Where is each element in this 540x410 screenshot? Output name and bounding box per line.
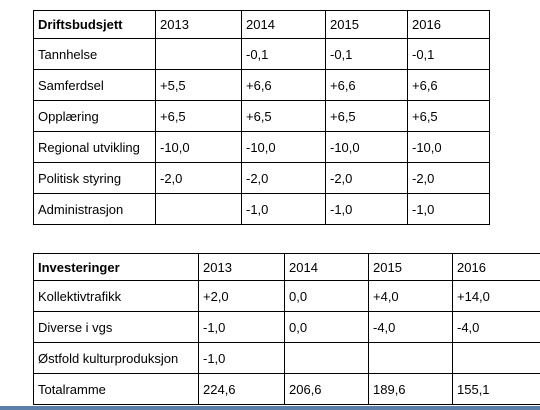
table-header-row: Driftsbudsjett 2013 2014 2015 2016: [33, 10, 490, 39]
table-row: Østfold kulturproduksjon -1,0: [33, 342, 540, 374]
header-cell-year: 2014: [284, 253, 369, 281]
row-label: Kollektivtrafikk: [33, 280, 199, 312]
header-cell-year: 2016: [407, 10, 490, 39]
table-cell: 155,1: [452, 373, 540, 405]
table-cell: -1,0: [198, 311, 285, 343]
table-row: Tannhelse -0,1 -0,1 -0,1: [33, 38, 490, 70]
table-cell: -1,0: [241, 193, 326, 225]
investeringer-table: Investeringer 2013 2014 2015 2016 Kollek…: [33, 253, 540, 405]
table-cell: +6,5: [407, 100, 490, 132]
header-cell-year: 2013: [155, 10, 242, 39]
table-cell: 0,0: [284, 280, 369, 312]
table-cell: -10,0: [241, 131, 326, 163]
table-cell: [155, 38, 242, 70]
row-label: Regional utvikling: [33, 131, 156, 163]
table-cell: [284, 342, 369, 374]
investeringer-body: Investeringer 2013 2014 2015 2016 Kollek…: [33, 253, 540, 405]
table-cell: +6,6: [325, 69, 408, 101]
table-cell: +2,0: [198, 280, 285, 312]
table-cell: -2,0: [407, 162, 490, 194]
table-row: Totalramme 224,6 206,6 189,6 155,1: [33, 373, 540, 405]
table-cell: -0,1: [407, 38, 490, 70]
table-row: Administrasjon -1,0 -1,0 -1,0: [33, 193, 490, 225]
row-label: Totalramme: [33, 373, 199, 405]
table-cell: -10,0: [325, 131, 408, 163]
row-label: Politisk styring: [33, 162, 156, 194]
table-cell: +4,0: [368, 280, 453, 312]
driftsbudsjett-body: Driftsbudsjett 2013 2014 2015 2016 Tannh…: [33, 10, 490, 225]
table-cell: +5,5: [155, 69, 242, 101]
header-cell-title: Investeringer: [33, 253, 199, 281]
table-cell: -0,1: [241, 38, 326, 70]
table-cell: 0,0: [284, 311, 369, 343]
table-cell: -2,0: [325, 162, 408, 194]
header-cell-title: Driftsbudsjett: [33, 10, 156, 39]
header-cell-year: 2015: [325, 10, 408, 39]
header-cell-year: 2016: [452, 253, 540, 281]
table-cell: +14,0: [452, 280, 540, 312]
table-cell: +6,5: [241, 100, 326, 132]
table-cell: [368, 342, 453, 374]
table-row: Opplæring +6,5 +6,5 +6,5 +6,5: [33, 100, 490, 132]
row-label: Administrasjon: [33, 193, 156, 225]
table-cell: -1,0: [198, 342, 285, 374]
table-row: Politisk styring -2,0 -2,0 -2,0 -2,0: [33, 162, 490, 194]
driftsbudsjett-table: Driftsbudsjett 2013 2014 2015 2016 Tannh…: [33, 10, 490, 225]
table-cell: -2,0: [241, 162, 326, 194]
row-label: Opplæring: [33, 100, 156, 132]
table-cell: [155, 193, 242, 225]
table-cell: 189,6: [368, 373, 453, 405]
table-cell: -10,0: [155, 131, 242, 163]
table-cell: +6,5: [325, 100, 408, 132]
table-cell: +6,5: [155, 100, 242, 132]
table-row: Kollektivtrafikk +2,0 0,0 +4,0 +14,0: [33, 280, 540, 312]
row-label: Østfold kulturproduksjon: [33, 342, 199, 374]
table-cell: -10,0: [407, 131, 490, 163]
table-cell: 206,6: [284, 373, 369, 405]
table-cell: -0,1: [325, 38, 408, 70]
header-cell-year: 2015: [368, 253, 453, 281]
table-cell: [452, 342, 540, 374]
table-cell: -4,0: [452, 311, 540, 343]
table-cell: -1,0: [325, 193, 408, 225]
table-cell: 224,6: [198, 373, 285, 405]
table-cell: -4,0: [368, 311, 453, 343]
row-label: Diverse i vgs: [33, 311, 199, 343]
table-cell: +6,6: [241, 69, 326, 101]
header-cell-year: 2014: [241, 10, 326, 39]
table-header-row: Investeringer 2013 2014 2015 2016: [33, 253, 540, 281]
row-label: Tannhelse: [33, 38, 156, 70]
table-cell: -1,0: [407, 193, 490, 225]
table-cell: +6,6: [407, 69, 490, 101]
row-label: Samferdsel: [33, 69, 156, 101]
table-row: Samferdsel +5,5 +6,6 +6,6 +6,6: [33, 69, 490, 101]
table-row: Regional utvikling -10,0 -10,0 -10,0 -10…: [33, 131, 490, 163]
table-row: Diverse i vgs -1,0 0,0 -4,0 -4,0: [33, 311, 540, 343]
footer-divider: [0, 406, 540, 410]
table-cell: -2,0: [155, 162, 242, 194]
header-cell-year: 2013: [198, 253, 285, 281]
